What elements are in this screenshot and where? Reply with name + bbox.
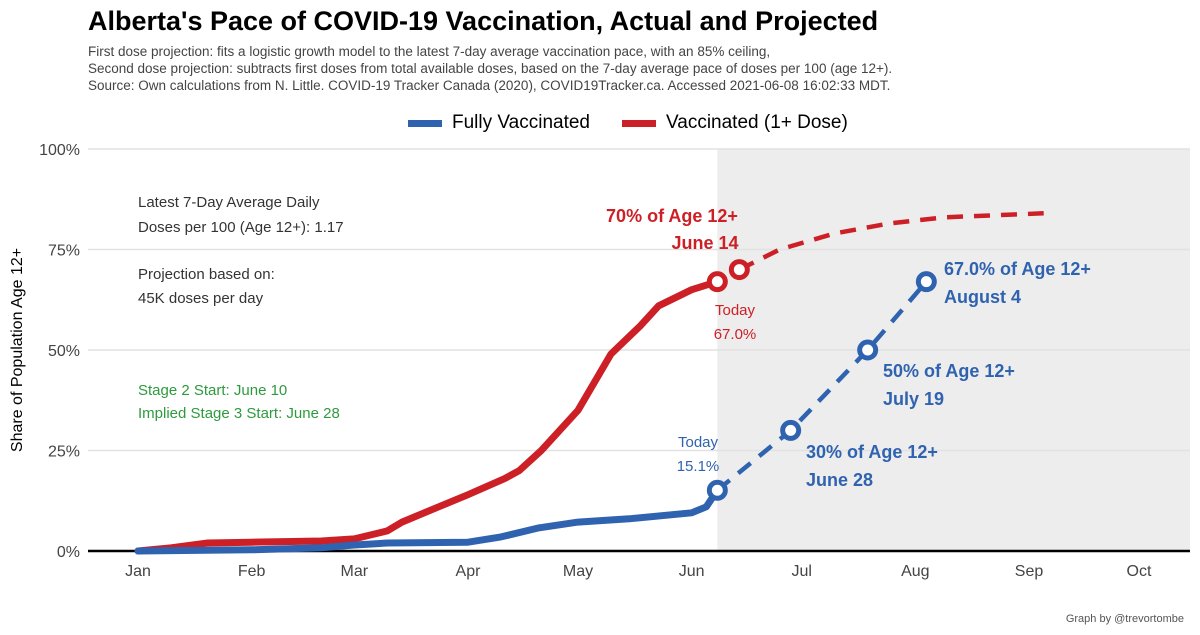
stage3-label: Implied Stage 3 Start: June 28	[138, 405, 340, 422]
y-axis-label: Share of Population Age 12+	[9, 248, 26, 452]
blue-50-label-2: July 19	[883, 389, 944, 409]
blue-30-label-2: June 28	[806, 470, 873, 490]
red-70-label-1: 70% of Age 12+	[606, 206, 738, 226]
x-tick-label: Mar	[341, 563, 369, 580]
x-tick-label: Jul	[791, 563, 811, 580]
y-tick-label: 50%	[48, 343, 80, 360]
blue-67-label-2: August 4	[944, 287, 1021, 307]
milestone-marker	[780, 419, 802, 441]
x-tick-label: Oct	[1127, 563, 1152, 580]
legend-label: Fully Vaccinated	[452, 112, 590, 133]
x-tick-label: Jun	[679, 563, 705, 580]
x-tick-label: Feb	[238, 563, 266, 580]
blue-50-label-1: 50% of Age 12+	[883, 361, 1015, 381]
y-tick-label: 75%	[48, 243, 80, 260]
milestone-marker	[915, 271, 937, 293]
x-tick-label: May	[563, 563, 593, 580]
chart-title: Alberta's Pace of COVID-19 Vaccination, …	[88, 6, 879, 36]
projected-first-dose-line	[738, 211, 1044, 272]
blue-30-label-1: 30% of Age 12+	[806, 442, 938, 462]
milestone-marker	[857, 339, 879, 361]
legend-swatch-red	[622, 119, 656, 127]
legend-swatch-blue	[408, 119, 442, 127]
legend-item-first: Vaccinated (1+ Dose)	[622, 112, 848, 134]
blue-67-label-1: 67.0% of Age 12+	[944, 259, 1091, 279]
y-tick-label: 100%	[39, 142, 80, 159]
subtitle-line-3: Source: Own calculations from N. Little.…	[88, 78, 891, 93]
x-tick-label: Apr	[456, 563, 482, 580]
stage2-label: Stage 2 Start: June 10	[138, 382, 287, 399]
x-tick-label: Jan	[125, 563, 151, 580]
projected-fully-vaccinated-line	[715, 280, 929, 493]
legend-label: Vaccinated (1+ Dose)	[666, 112, 848, 133]
credit: Graph by @trevortombe	[1065, 613, 1184, 625]
milestone-marker	[706, 271, 728, 293]
proj-label-2: 45K doses per day	[138, 290, 264, 307]
actual-fully-vaccinated-line	[134, 486, 721, 555]
actual-first-dose-line	[134, 278, 721, 555]
proj-label-1: Projection based on:	[138, 266, 275, 283]
legend-item-fully: Fully Vaccinated	[408, 112, 590, 134]
blue-today-label: Today	[678, 434, 719, 451]
y-tick-label: 0%	[57, 544, 80, 561]
y-tick-label: 25%	[48, 444, 80, 461]
red-70-label-2: June 14	[671, 233, 738, 253]
milestone-marker	[706, 479, 728, 501]
milestone-marker	[728, 259, 750, 281]
avg-label-1: Latest 7-Day Average Daily	[138, 194, 320, 211]
red-today-label: Today	[715, 302, 756, 319]
blue-today-value: 15.1%	[677, 458, 720, 475]
subtitle-line-1: First dose projection: fits a logistic g…	[88, 44, 771, 59]
legend: Fully Vaccinated Vaccinated (1+ Dose)	[408, 112, 848, 134]
x-tick-label: Aug	[901, 563, 929, 580]
x-tick-label: Sep	[1015, 563, 1044, 580]
red-today-value: 67.0%	[714, 326, 757, 343]
subtitle-line-2: Second dose projection: subtracts first …	[88, 61, 893, 76]
avg-label-2: Doses per 100 (Age 12+): 1.17	[138, 219, 344, 236]
